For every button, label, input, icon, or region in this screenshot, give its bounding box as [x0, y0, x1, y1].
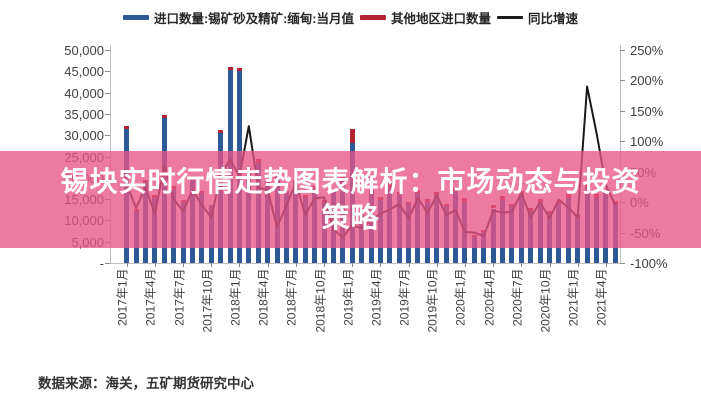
x-axis-label: 2017年7月 — [172, 268, 187, 326]
bar-other-imports — [349, 129, 355, 144]
y-axis-left-tick — [105, 92, 110, 94]
y-axis-left-label: 30,000 — [64, 128, 104, 144]
data-source-note: 数据来源：海关，五矿期货研究中心 — [38, 376, 254, 391]
y-axis-left-tick — [105, 263, 110, 264]
x-axis-label: 2019年4月 — [369, 268, 384, 326]
x-axis-label: 2021年4月 — [594, 268, 609, 326]
x-axis-label: 2021年1月 — [566, 268, 581, 326]
x-axis-label: 2020年7月 — [510, 268, 525, 326]
x-axis-tick — [605, 263, 607, 267]
x-axis-tick — [183, 263, 185, 267]
y-axis-left-label: 35,000 — [64, 106, 104, 122]
x-axis-tick — [408, 263, 410, 267]
x-axis-label: 2017年1月 — [115, 268, 130, 326]
x-axis-tick — [211, 263, 213, 267]
y-axis-right-tick — [620, 80, 625, 82]
x-axis-tick — [352, 263, 354, 267]
x-axis-tick — [126, 263, 128, 267]
legend-swatch-blue-bar — [122, 15, 149, 20]
x-axis-tick — [324, 263, 326, 267]
bar-other-imports — [218, 130, 224, 134]
x-axis-label: 2020年4月 — [482, 268, 497, 326]
y-axis-right-tick — [620, 50, 625, 51]
y-axis-left-label: 45,000 — [64, 64, 104, 80]
y-axis-right-tick — [620, 110, 625, 112]
x-axis-tick — [436, 263, 438, 267]
banner-title-line1: 锡块实时行情走势图表解析：市场动态与投资 — [60, 165, 641, 197]
x-axis-label: 2017年10月 — [200, 268, 215, 333]
legend-item-other-imports: 其他地区进口数量 — [359, 8, 491, 27]
legend-swatch-black-line — [497, 16, 523, 19]
x-axis-tick — [549, 263, 551, 267]
y-axis-right-label: 100% — [630, 134, 664, 150]
y-axis-left-tick — [105, 50, 110, 51]
x-axis-tick — [464, 263, 466, 267]
x-axis-label: 2019年7月 — [397, 268, 412, 326]
y-axis-right-tick — [620, 263, 625, 264]
legend-swatch-red-bar — [359, 15, 386, 20]
bar-other-imports — [227, 66, 233, 71]
bar-myanmar-imports — [471, 236, 477, 263]
x-axis-label: 2018年4月 — [256, 268, 271, 326]
x-axis-tick — [295, 263, 297, 267]
bar-other-imports — [161, 114, 167, 118]
banner-title-line2: 策略 — [321, 201, 380, 233]
y-axis-left-tick — [105, 71, 110, 73]
bar-other-imports — [236, 67, 242, 72]
legend-label: 其他地区进口数量 — [390, 12, 491, 26]
x-axis-tick — [493, 263, 495, 267]
legend-item-myanmar-imports: 进口数量:锡矿砂及精矿:缅甸:当月值 — [122, 8, 354, 27]
legend-label: 同比增速 — [528, 12, 579, 26]
x-axis-label: 2018年1月 — [228, 268, 243, 326]
x-axis-label: 2017年4月 — [143, 268, 158, 326]
x-axis-tick — [380, 263, 382, 267]
y-axis-left-label: 40,000 — [64, 85, 104, 101]
x-axis-label: 2020年10月 — [538, 268, 553, 333]
x-axis-tick — [521, 263, 523, 267]
y-axis-right-tick — [620, 141, 625, 143]
y-axis-left-tick — [105, 135, 110, 137]
x-axis-label: 2019年1月 — [341, 268, 356, 326]
y-axis-right-label: 150% — [630, 103, 664, 119]
bar-other-imports — [124, 125, 130, 129]
y-axis-right-label: 250% — [630, 43, 664, 58]
y-axis-right-label: -100% — [630, 256, 668, 271]
x-axis-tick — [577, 263, 579, 267]
x-axis-label: 2020年1月 — [453, 268, 468, 326]
legend-label: 进口数量:锡矿砂及精矿:缅甸:当月值 — [153, 12, 354, 26]
chart-legend: 进口数量:锡矿砂及精矿:缅甸:当月值 其他地区进口数量 同比增速 — [0, 8, 701, 27]
x-axis-label: 2018年7月 — [284, 268, 299, 326]
x-axis-tick — [267, 263, 269, 267]
x-axis-tick — [154, 263, 156, 267]
y-axis-right-label: 200% — [630, 73, 664, 89]
y-axis-left-label: 50,000 — [64, 43, 104, 58]
y-axis-left-label: - — [99, 256, 104, 271]
x-axis-tick — [239, 263, 241, 267]
legend-item-yoy-growth: 同比增速 — [497, 8, 578, 27]
promo-banner-overlay: 锡块实时行情走势图表解析：市场动态与投资 策略 — [0, 151, 701, 248]
x-axis-label: 2018年10月 — [313, 268, 328, 333]
x-axis-line — [110, 263, 621, 264]
y-axis-left-tick — [105, 113, 110, 115]
x-axis-label: 2019年10月 — [425, 268, 440, 333]
